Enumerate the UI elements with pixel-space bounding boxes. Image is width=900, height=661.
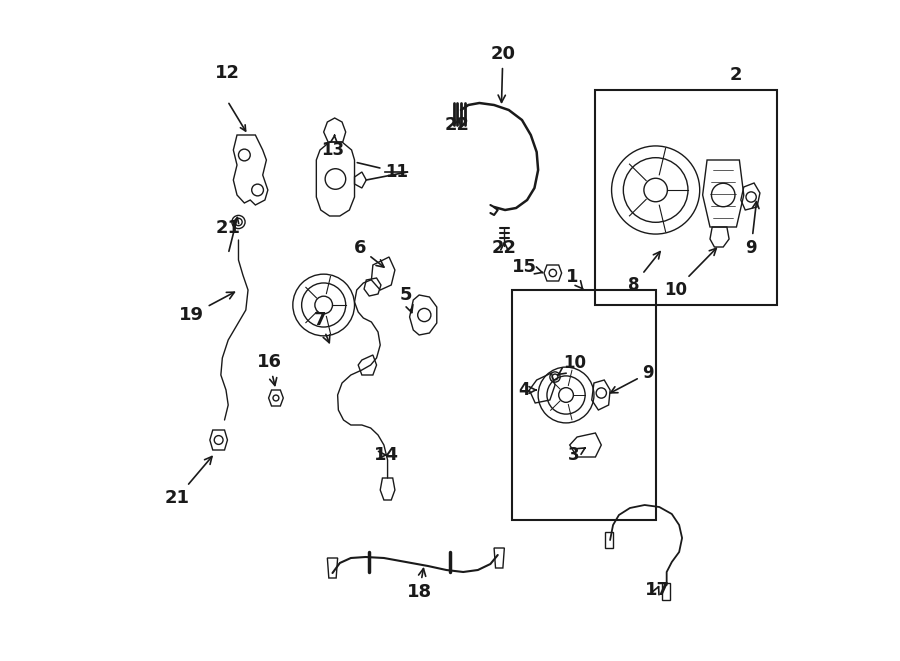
Text: 17: 17 (644, 581, 670, 599)
Bar (512, 290, 655, 520)
Text: 15: 15 (512, 258, 543, 276)
Text: 9: 9 (745, 202, 759, 257)
Text: 22: 22 (491, 239, 517, 257)
Text: 18: 18 (407, 568, 432, 601)
Text: 2: 2 (729, 66, 742, 84)
Text: 3: 3 (568, 446, 585, 464)
Text: 10: 10 (664, 249, 716, 299)
Text: 6: 6 (354, 239, 384, 267)
Text: 8: 8 (628, 252, 660, 294)
Text: 13: 13 (321, 135, 345, 159)
Text: 14: 14 (374, 446, 399, 464)
Text: 5: 5 (400, 286, 413, 313)
Text: 12: 12 (215, 64, 240, 82)
Text: 20: 20 (491, 45, 516, 102)
Text: 21: 21 (216, 219, 240, 237)
Text: 21: 21 (165, 457, 212, 507)
Bar (596, 90, 777, 305)
Text: 4: 4 (518, 381, 536, 399)
Text: 11: 11 (357, 163, 409, 181)
Text: 9: 9 (610, 364, 654, 393)
Text: 22: 22 (445, 116, 470, 134)
Text: 16: 16 (256, 353, 282, 385)
Text: 10: 10 (558, 354, 587, 375)
Text: 19: 19 (179, 292, 234, 324)
Text: 7: 7 (314, 311, 330, 342)
Text: 1: 1 (566, 268, 583, 290)
